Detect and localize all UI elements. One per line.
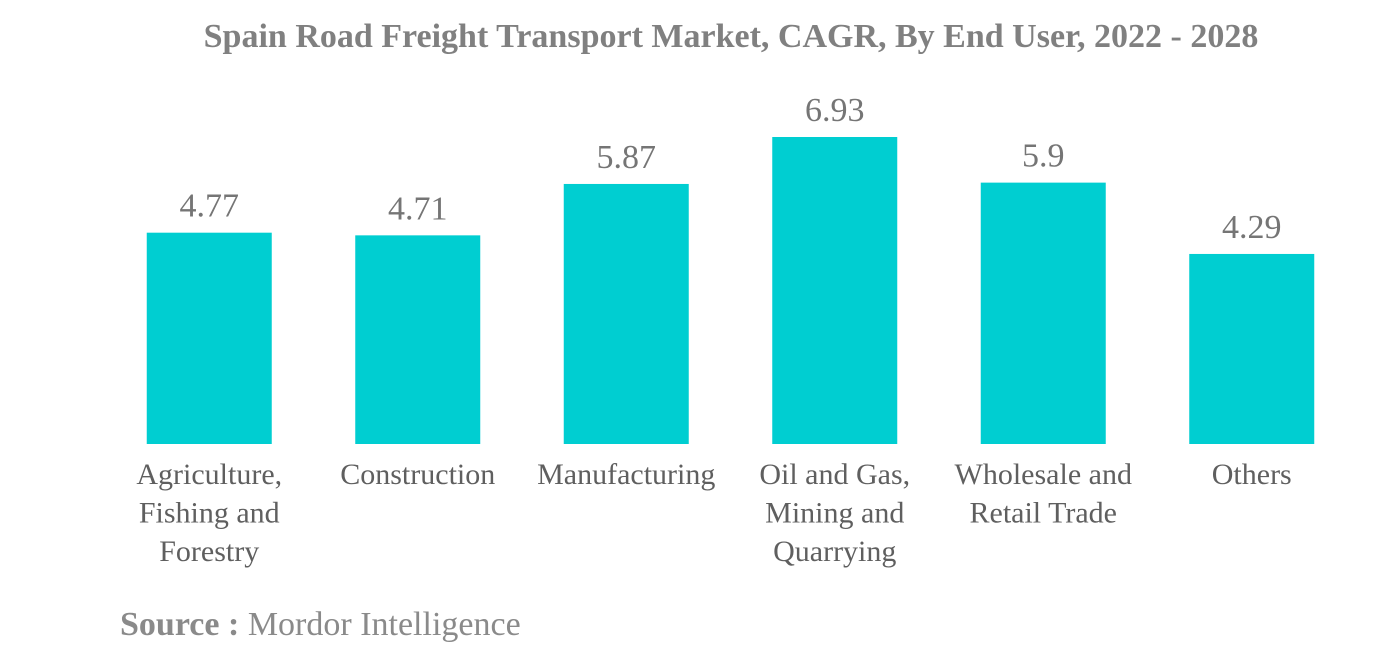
bar	[1189, 253, 1315, 444]
category-label: Construction	[340, 458, 495, 491]
category-label: Wholesale and Retail Trade	[955, 458, 1132, 530]
bar	[146, 232, 272, 444]
source-label: Source :	[120, 606, 240, 643]
bar-chart: 4.77 Agriculture, Fishing and Forestry 4.71 C…	[136, 92, 1315, 568]
source-text: Mordor Intelligence	[247, 606, 521, 643]
bar	[772, 137, 898, 444]
category-label: Manufacturing	[537, 458, 715, 491]
category-label: Oil and Gas, Mining and Quarrying	[759, 458, 910, 568]
data-label: 4.77	[180, 188, 240, 225]
bar	[355, 235, 481, 444]
category-label: Others	[1212, 458, 1292, 491]
category-label: Agriculture, Fishing and Forestry	[136, 458, 282, 568]
data-label: 6.93	[805, 92, 865, 129]
data-label: 5.87	[597, 139, 657, 176]
bar	[563, 183, 689, 444]
bar	[980, 182, 1106, 444]
data-label: 4.71	[388, 190, 448, 227]
source-line: Source : Mordor Intelligence	[120, 606, 521, 644]
data-label: 5.9	[1022, 138, 1065, 175]
data-label: 4.29	[1222, 209, 1282, 246]
chart-title: Spain Road Freight Transport Market, CAG…	[203, 18, 1259, 55]
